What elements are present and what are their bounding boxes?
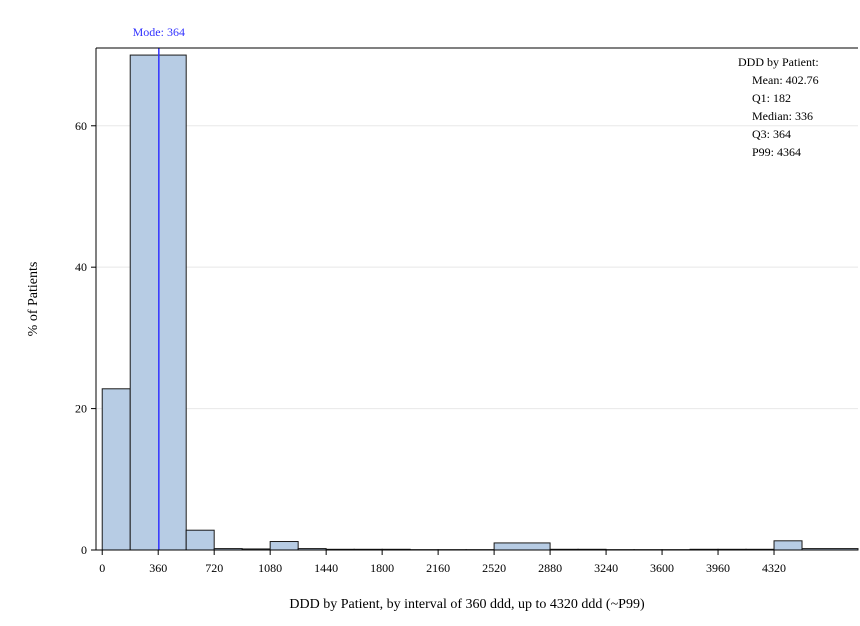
histogram-bars — [101, 54, 859, 551]
histogram-bar — [493, 542, 551, 551]
x-tick-label: 360 — [149, 561, 167, 575]
mode-marker: Mode: 364 — [133, 25, 185, 550]
y-axis-title: % of Patients — [26, 262, 41, 337]
histogram-bar — [185, 529, 215, 551]
stats-line: Median: 336 — [752, 109, 813, 123]
x-axis-title: DDD by Patient, by interval of 360 ddd, … — [289, 597, 645, 612]
stats-line: Q1: 182 — [752, 91, 791, 105]
histogram-bar — [773, 540, 803, 551]
stats-title: DDD by Patient: — [738, 55, 819, 69]
stats-line: Mean: 402.76 — [752, 73, 819, 87]
y-tick-label: 20 — [75, 402, 87, 416]
x-tick-label: 0 — [99, 561, 105, 575]
grid-lines — [96, 125, 858, 410]
x-tick-label: 3960 — [706, 561, 730, 575]
x-tick-label: 3600 — [650, 561, 674, 575]
x-tick-label: 1800 — [370, 561, 394, 575]
x-tick-label: 4320 — [762, 561, 786, 575]
histogram-bar — [101, 388, 131, 551]
x-tick-label: 2520 — [482, 561, 506, 575]
x-tick-label: 1440 — [314, 561, 338, 575]
x-tick-label: 2880 — [538, 561, 562, 575]
histogram-bar — [269, 541, 299, 551]
stats-line: P99: 4364 — [752, 145, 801, 159]
x-tick-label: 1080 — [258, 561, 282, 575]
mode-label: Mode: 364 — [133, 25, 185, 39]
x-tick-label: 3240 — [594, 561, 618, 575]
stats-box: DDD by Patient: Mean: 402.76 Q1: 182 Media… — [738, 55, 819, 159]
x-tick-label: 2160 — [426, 561, 450, 575]
y-axis-ticks: 0 20 40 60 — [75, 119, 96, 557]
stats-line: Q3: 364 — [752, 127, 791, 141]
y-tick-label: 0 — [81, 543, 87, 557]
y-tick-label: 60 — [75, 119, 87, 133]
y-tick-label: 40 — [75, 260, 87, 274]
axes — [95, 47, 858, 551]
x-axis-ticks: 0 360 720 1080 1440 1800 2160 2520 2880 3240 3600 3… — [99, 550, 786, 575]
x-tick-label: 720 — [205, 561, 223, 575]
